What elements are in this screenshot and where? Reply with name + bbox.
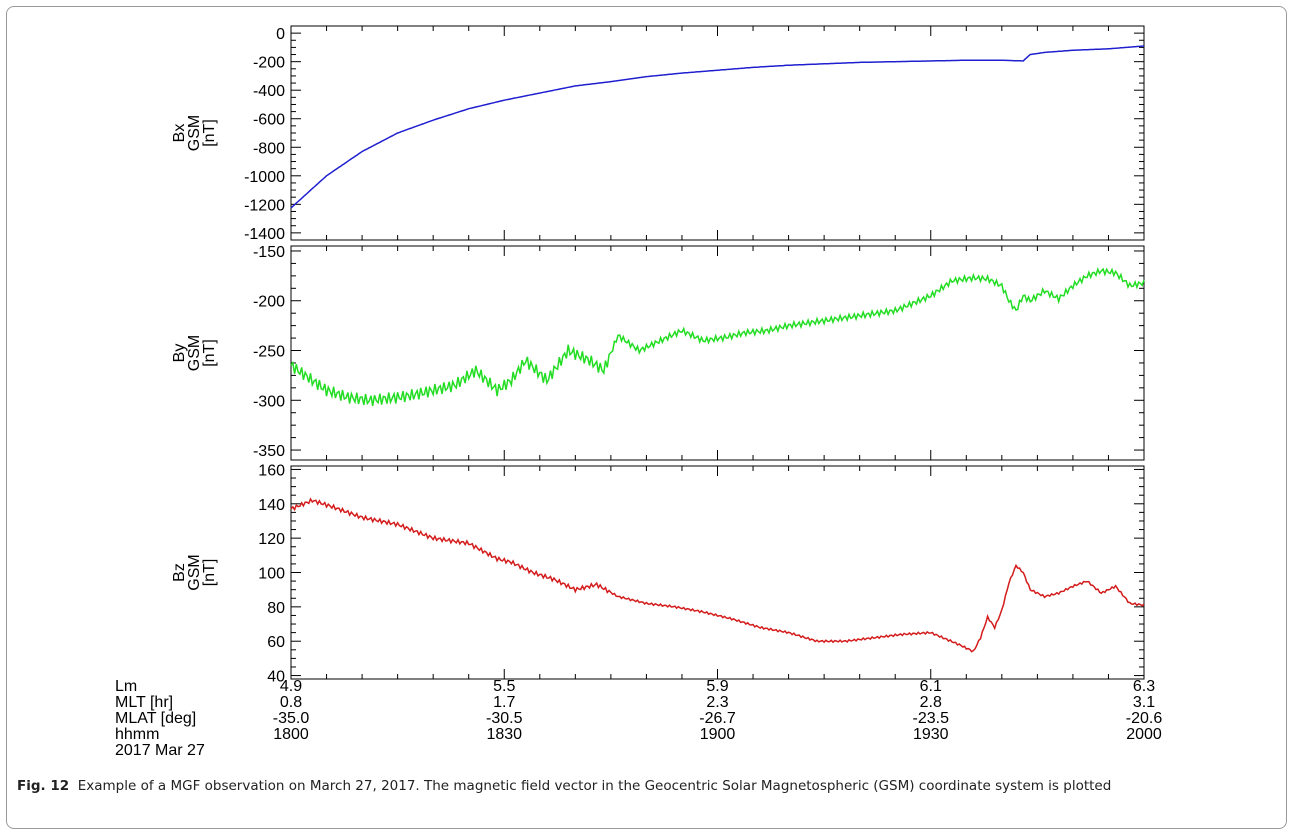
series-line-bx [290, 45, 1145, 209]
series-line-bz [290, 497, 1145, 653]
x-axis-value: -30.5 [486, 710, 523, 727]
x-axis-row-label: 2017 Mar 27 [115, 742, 205, 759]
x-axis-value: 5.5 [493, 678, 515, 695]
x-axis-value: 1830 [486, 726, 522, 743]
y-axis-label-by: [nT] [201, 339, 218, 367]
y-tick-label-bx: -600 [253, 112, 285, 129]
x-axis-value: 2.8 [920, 694, 942, 711]
y-tick-label-bz: 80 [267, 600, 285, 617]
panel-frame-bz [290, 465, 1145, 680]
y-tick-label-bx: -200 [253, 55, 285, 72]
y-tick-label-bx: -400 [253, 83, 285, 100]
y-tick-label-by: -200 [253, 294, 285, 311]
x-axis-value: 6.1 [920, 678, 942, 695]
y-tick-label-bx: -800 [253, 140, 285, 157]
y-tick-label-bz: 100 [258, 566, 285, 583]
x-axis-value: 0.8 [280, 694, 302, 711]
x-axis-value: 2000 [1126, 726, 1162, 743]
y-axis-label-bx: Bx [171, 124, 188, 143]
panel-frame-by [290, 245, 1145, 461]
y-tick-label-by: -350 [253, 443, 285, 460]
y-axis-label-bz: GSM [186, 554, 203, 590]
y-tick-label-bz: 140 [258, 497, 285, 514]
y-axis-label-bx: GSM [186, 115, 203, 151]
caption-label: Fig. 12 [17, 778, 70, 794]
x-axis-row-label: MLAT [deg] [115, 710, 196, 727]
y-tick-label-bx: -1000 [244, 169, 285, 186]
y-tick-label-bz: 60 [267, 634, 285, 651]
y-axis-label-bz: [nT] [201, 559, 218, 587]
y-tick-label-bx: 0 [276, 26, 285, 43]
y-axis-label-by: By [171, 344, 188, 363]
x-axis-value: -26.7 [699, 710, 736, 727]
x-axis-value: 3.1 [1133, 694, 1155, 711]
panel-frame-bx [290, 25, 1145, 241]
figure-frame [6, 6, 1287, 829]
y-tick-label-bz: 160 [258, 462, 285, 479]
y-tick-label-by: -250 [253, 344, 285, 361]
x-axis-value: 5.9 [706, 678, 728, 695]
x-axis-value: 1900 [700, 726, 736, 743]
y-axis-label-bx: [nT] [201, 119, 218, 147]
y-axis-label-bz: Bz [171, 563, 188, 582]
x-axis-value: -23.5 [913, 710, 950, 727]
x-axis-row-label: Lm [115, 678, 137, 695]
y-tick-label-bz: 120 [258, 531, 285, 548]
caption-text: Example of a MGF observation on March 27… [77, 778, 1112, 794]
x-axis-value: 1800 [273, 726, 309, 743]
y-tick-label-by: -150 [253, 244, 285, 261]
y-tick-label-bx: -1200 [244, 197, 285, 214]
x-axis-row-label: MLT [hr] [115, 694, 173, 711]
figure-canvas: 0-200-400-600-800-1000-1200-1400BxGSM[nT… [115, 25, 1163, 759]
x-axis-value: 6.3 [1133, 678, 1155, 695]
x-axis-row-label: hhmm [115, 726, 159, 743]
y-tick-label-by: -300 [253, 393, 285, 410]
x-axis-value: 2.3 [706, 694, 728, 711]
y-tick-label-bx: -1400 [244, 226, 285, 243]
series-line-by [290, 266, 1145, 407]
y-tick-label-bz: 40 [267, 669, 285, 686]
y-axis-label-by: GSM [186, 335, 203, 371]
x-axis-value: 1930 [913, 726, 949, 743]
x-axis-value: 1.7 [493, 694, 515, 711]
x-axis-value: 4.9 [280, 678, 302, 695]
figure-caption: Fig. 12 Example of a MGF observation on … [17, 775, 1267, 797]
x-axis-value: -35.0 [273, 710, 310, 727]
x-axis-value: -20.6 [1126, 710, 1163, 727]
